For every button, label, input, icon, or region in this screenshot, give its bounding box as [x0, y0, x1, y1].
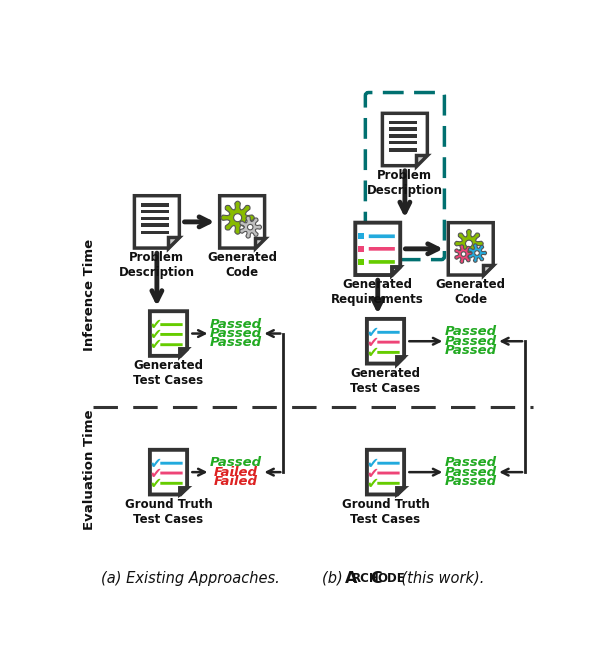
Text: ✔: ✔ [149, 337, 161, 352]
Text: ✔: ✔ [366, 345, 378, 360]
Text: Passed: Passed [445, 344, 497, 357]
Text: (b): (b) [322, 571, 350, 586]
FancyBboxPatch shape [369, 247, 395, 251]
Circle shape [461, 252, 466, 256]
FancyBboxPatch shape [141, 230, 170, 234]
Polygon shape [455, 230, 483, 258]
Bar [358, 233, 364, 240]
Text: Passed: Passed [445, 465, 497, 479]
FancyBboxPatch shape [369, 260, 395, 263]
Text: Failed: Failed [214, 465, 258, 479]
Circle shape [475, 251, 480, 256]
Circle shape [248, 224, 253, 230]
Text: Passed: Passed [445, 335, 497, 348]
Polygon shape [397, 488, 404, 495]
Text: ✔: ✔ [366, 455, 378, 471]
Polygon shape [448, 222, 493, 275]
FancyBboxPatch shape [369, 234, 395, 238]
Text: A: A [345, 571, 358, 586]
Polygon shape [468, 244, 487, 262]
Bar [358, 259, 364, 265]
Bar [358, 246, 364, 252]
Polygon shape [392, 267, 400, 275]
FancyBboxPatch shape [378, 341, 400, 344]
Text: Ground Truth
Test Cases: Ground Truth Test Cases [342, 498, 429, 526]
FancyBboxPatch shape [160, 482, 182, 485]
FancyBboxPatch shape [141, 223, 170, 226]
Text: Generated
Test Cases: Generated Test Cases [133, 359, 204, 387]
FancyBboxPatch shape [389, 148, 417, 152]
Text: (this work).: (this work). [394, 571, 484, 586]
FancyBboxPatch shape [389, 134, 417, 138]
Polygon shape [221, 201, 254, 234]
Text: Passed: Passed [210, 327, 262, 340]
Polygon shape [181, 488, 187, 495]
Text: Problem
Description: Problem Description [119, 251, 195, 279]
Polygon shape [355, 222, 400, 275]
Polygon shape [150, 311, 187, 356]
Polygon shape [168, 237, 179, 248]
Polygon shape [416, 154, 428, 166]
FancyBboxPatch shape [378, 331, 400, 334]
FancyBboxPatch shape [160, 471, 182, 475]
Text: Passed: Passed [445, 456, 497, 469]
Text: Problem
Description: Problem Description [367, 169, 443, 197]
FancyBboxPatch shape [389, 141, 417, 144]
FancyBboxPatch shape [160, 323, 182, 326]
Text: ✔: ✔ [149, 317, 161, 332]
Text: Passed: Passed [210, 318, 262, 331]
Text: Ground Truth
Test Cases: Ground Truth Test Cases [124, 498, 213, 526]
Text: Passed: Passed [210, 336, 262, 350]
Polygon shape [135, 196, 179, 248]
Circle shape [234, 214, 242, 222]
Text: Passed: Passed [445, 475, 497, 488]
Circle shape [466, 240, 472, 247]
Text: ✔: ✔ [149, 465, 161, 481]
Polygon shape [367, 319, 404, 363]
FancyBboxPatch shape [160, 333, 182, 336]
Text: Failed: Failed [214, 475, 258, 488]
Text: Passed: Passed [445, 326, 497, 338]
Text: ✔: ✔ [366, 334, 378, 350]
Text: ✔: ✔ [149, 476, 161, 491]
Polygon shape [181, 350, 187, 356]
Text: ODE: ODE [377, 572, 405, 585]
Text: ✔: ✔ [149, 327, 161, 342]
Text: ✔: ✔ [149, 455, 161, 471]
FancyBboxPatch shape [160, 344, 182, 346]
Polygon shape [240, 216, 262, 238]
FancyBboxPatch shape [141, 216, 170, 220]
FancyBboxPatch shape [378, 482, 400, 485]
FancyBboxPatch shape [160, 462, 182, 465]
Text: ✔: ✔ [366, 465, 378, 481]
Text: Inference Time: Inference Time [83, 239, 96, 351]
Text: ✔: ✔ [366, 476, 378, 491]
Polygon shape [382, 113, 428, 166]
FancyBboxPatch shape [378, 471, 400, 475]
Text: Generated
Requirements: Generated Requirements [332, 278, 424, 306]
FancyBboxPatch shape [389, 127, 417, 130]
Polygon shape [150, 449, 187, 495]
FancyBboxPatch shape [378, 351, 400, 354]
Text: (a) Existing Approaches.: (a) Existing Approaches. [101, 571, 280, 586]
Polygon shape [255, 238, 265, 248]
Text: C: C [370, 571, 382, 586]
FancyBboxPatch shape [389, 121, 417, 124]
Polygon shape [367, 449, 404, 495]
Text: Passed: Passed [210, 456, 262, 469]
Text: Generated
Test Cases: Generated Test Cases [350, 367, 420, 395]
Polygon shape [397, 357, 404, 363]
Text: Generated
Code: Generated Code [435, 278, 506, 306]
Text: ✔: ✔ [366, 325, 378, 340]
Polygon shape [455, 245, 473, 263]
FancyBboxPatch shape [378, 462, 400, 465]
Text: RCH: RCH [352, 572, 380, 585]
FancyBboxPatch shape [141, 210, 170, 213]
Polygon shape [220, 196, 265, 248]
Text: Generated
Code: Generated Code [207, 251, 277, 279]
Polygon shape [483, 265, 493, 275]
Text: Evaluation Time: Evaluation Time [83, 410, 96, 530]
FancyBboxPatch shape [141, 203, 170, 207]
